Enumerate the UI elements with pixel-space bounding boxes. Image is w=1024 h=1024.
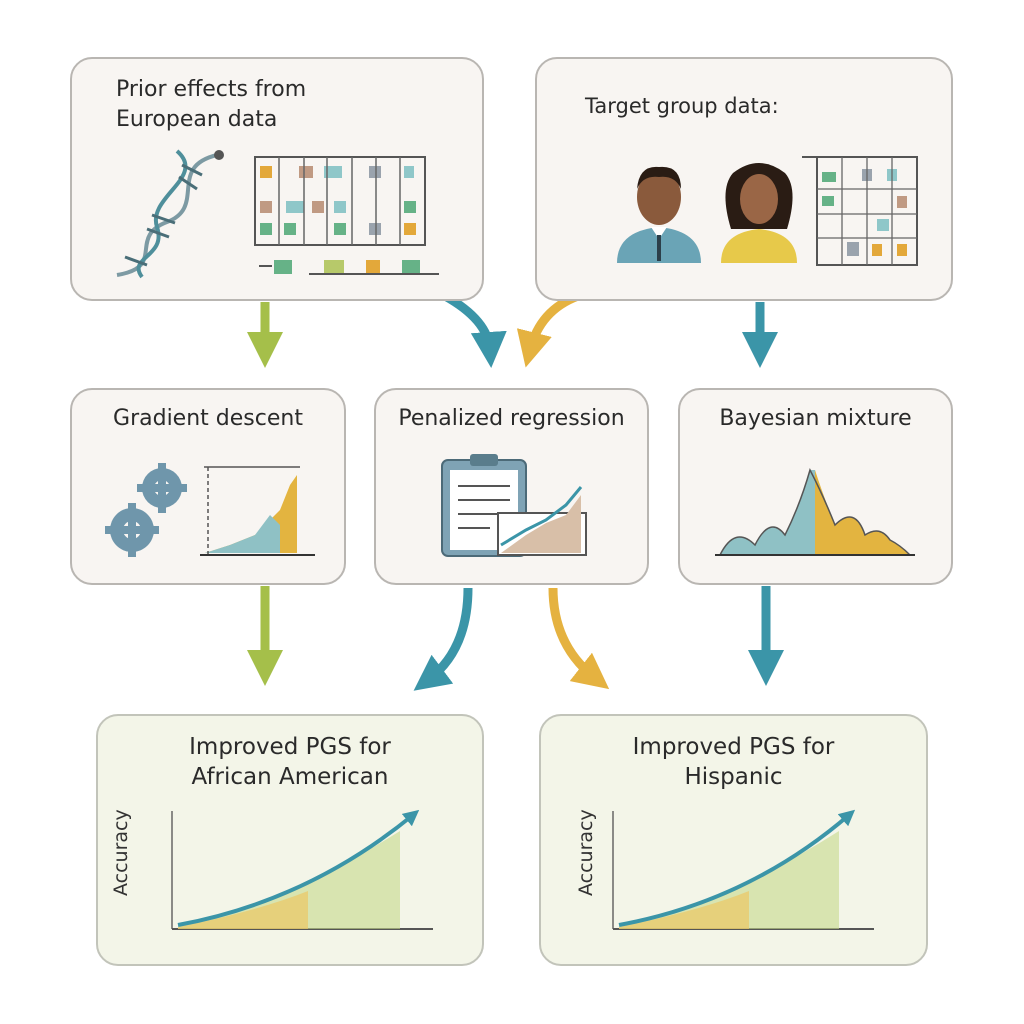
title-line: Improved PGS for [632, 734, 835, 760]
person-male-icon [617, 166, 701, 263]
person-female-icon [721, 163, 797, 263]
prior-effects-box: Prior effects from European data [70, 57, 484, 301]
y-axis-label: Accuracy [110, 809, 132, 896]
distribution-curve-icon [715, 467, 915, 556]
gears-icon [105, 463, 187, 557]
bayesian-mixture-box: Bayesian mixture [678, 388, 953, 585]
bayesian-mixture-title: Bayesian mixture [719, 406, 912, 431]
target-group-title: Target group data: [585, 94, 779, 118]
arrow-penalized-to-african [413, 587, 473, 691]
title-line: Prior effects from [116, 77, 307, 102]
title-line: African American [191, 764, 389, 790]
arrow-penalized-to-hispanic [548, 587, 610, 690]
title-line: European data [116, 107, 278, 132]
arrow-target-to-penalized [516, 291, 580, 368]
data-grid-icon [254, 156, 439, 275]
prior-effects-title: Prior effects from European data [116, 75, 306, 135]
title-line: Improved PGS for [189, 734, 391, 760]
penalized-regression-title: Penalized regression [398, 406, 625, 431]
gradient-descent-box: Gradient descent [70, 388, 346, 585]
arrow-prior-to-penalized [442, 292, 507, 368]
bar-chart-icon [200, 466, 315, 556]
accuracy-chart [612, 809, 874, 930]
title-line: Hispanic [684, 764, 783, 790]
dna-icon [116, 149, 224, 279]
y-axis-label: Accuracy [575, 809, 597, 896]
hispanic-result-box: Improved PGS for Hispanic Accuracy [539, 714, 928, 966]
data-grid-icon [802, 156, 918, 266]
african-american-result-box: Improved PGS for African American Accura… [96, 714, 484, 966]
bar-chart-icon [497, 486, 587, 556]
african-american-title: Improved PGS for African American [98, 732, 482, 792]
penalized-regression-box: Penalized regression [374, 388, 649, 585]
accuracy-chart [171, 809, 433, 930]
gradient-descent-title: Gradient descent [113, 406, 303, 431]
target-group-box: Target group data: [535, 57, 953, 301]
hispanic-title: Improved PGS for Hispanic [541, 732, 926, 792]
